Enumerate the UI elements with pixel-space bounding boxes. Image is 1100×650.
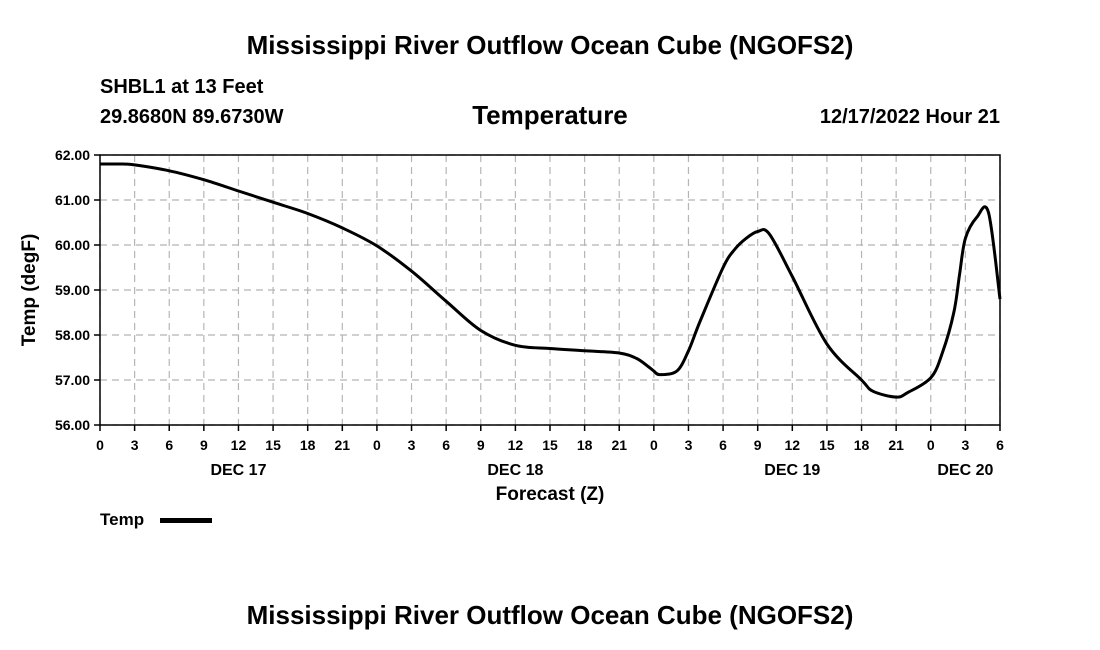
x-tick-label: 12 [231, 437, 247, 453]
x-tick-label: 0 [96, 437, 104, 453]
x-tick-label: 18 [300, 437, 316, 453]
chart-title: Mississippi River Outflow Ocean Cube (NG… [246, 30, 854, 60]
x-tick-label: 15 [265, 437, 281, 453]
x-tick-label: 12 [508, 437, 524, 453]
y-axis-label: Temp (degF) [19, 234, 40, 347]
x-tick-label: 6 [719, 437, 727, 453]
day-label: DEC 18 [487, 462, 543, 479]
y-axis: 56.00 57.00 58.00 59.00 60.00 61.00 62.00 [55, 147, 100, 433]
y-tick-label: 57.00 [55, 372, 90, 388]
x-axis: 0 3 6 9 12 15 18 21 0 3 6 9 12 15 18 21 0 3 6 9 12 15 18 21 0 3 6 [96, 425, 1004, 453]
x-tick-label: 18 [854, 437, 870, 453]
x-tick-label: 3 [131, 437, 139, 453]
x-tick-label: 0 [927, 437, 935, 453]
x-tick-label: 9 [754, 437, 762, 453]
x-tick-label: 3 [408, 437, 416, 453]
coordinates-label: 29.8680N 89.6730W [100, 106, 284, 128]
y-tick-label: 58.00 [55, 327, 90, 343]
x-tick-label: 3 [961, 437, 969, 453]
x-tick-label: 21 [335, 437, 351, 453]
datetime-label: 12/17/2022 Hour 21 [819, 106, 1000, 128]
x-axis-label: Forecast (Z) [496, 484, 605, 505]
day-label: DEC 17 [210, 462, 266, 479]
y-tick-label: 60.00 [55, 237, 90, 253]
variable-title: Temperature [472, 100, 628, 130]
x-tick-label: 15 [819, 437, 835, 453]
x-tick-label: 15 [542, 437, 558, 453]
x-tick-label: 9 [477, 437, 485, 453]
x-tick-label: 0 [373, 437, 381, 453]
series-line-temp [100, 162, 1002, 399]
y-tick-label: 61.00 [55, 192, 90, 208]
x-tick-label: 18 [577, 437, 593, 453]
day-label: DEC 19 [764, 462, 820, 479]
station-label: SHBL1 at 13 Feet [100, 76, 264, 98]
x-tick-label: 6 [442, 437, 450, 453]
x-tick-label: 12 [785, 437, 801, 453]
x-tick-label: 6 [165, 437, 173, 453]
x-tick-label: 0 [650, 437, 658, 453]
x-tick-label: 21 [611, 437, 627, 453]
y-tick-label: 59.00 [55, 282, 90, 298]
y-tick-label: 62.00 [55, 147, 90, 163]
legend-swatch [160, 518, 212, 523]
x-tick-label: 6 [996, 437, 1004, 453]
legend-label: Temp [100, 510, 145, 529]
day-label: DEC 20 [937, 462, 993, 479]
y-tick-label: 56.00 [55, 417, 90, 433]
x-tick-label: 21 [888, 437, 904, 453]
x-tick-label: 3 [685, 437, 693, 453]
day-labels: DEC 17 DEC 18 DEC 19 DEC 20 [210, 462, 993, 479]
footer-title: Mississippi River Outflow Ocean Cube (NG… [246, 600, 854, 630]
x-tick-label: 9 [200, 437, 208, 453]
